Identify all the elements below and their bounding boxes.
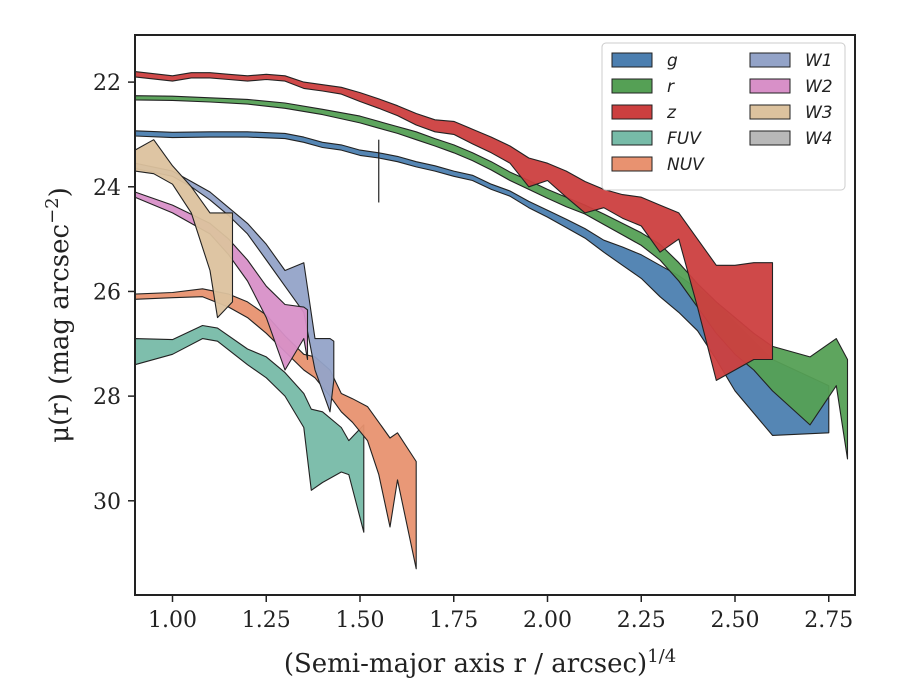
y-tick-label: 24 bbox=[93, 176, 121, 201]
y-tick-label: 28 bbox=[93, 385, 121, 410]
band-r bbox=[134, 95, 849, 460]
y-axis-title: μ(r) (mag arcsec−2) bbox=[42, 187, 75, 443]
y-tick-label: 30 bbox=[93, 490, 121, 515]
x-tick-label: 1.00 bbox=[148, 608, 197, 633]
legend-swatch-W3 bbox=[749, 104, 791, 120]
legend-label-W1: W1 bbox=[805, 51, 833, 71]
band-FUV bbox=[134, 324, 365, 533]
x-tick-label: 2.25 bbox=[617, 608, 666, 633]
legend-label-FUV: FUV bbox=[667, 129, 702, 149]
legend-label-z: z bbox=[666, 103, 677, 123]
x-tick-label: 2.75 bbox=[804, 608, 853, 633]
x-axis-ticks: 1.00 1.25 1.50 1.75 2.00 2.25 2.50 2.75 bbox=[148, 595, 853, 633]
profile-bands bbox=[134, 71, 849, 570]
legend-label-r: r bbox=[667, 77, 675, 97]
legend-swatch-FUV bbox=[611, 130, 653, 146]
legend-swatch-W2 bbox=[749, 78, 791, 94]
x-tick-label: 2.00 bbox=[523, 608, 572, 633]
legend-swatch-z bbox=[611, 104, 653, 120]
x-tick-label: 2.50 bbox=[711, 608, 760, 633]
legend-swatch-W1 bbox=[749, 52, 791, 68]
legend-label-W3: W3 bbox=[805, 103, 833, 123]
band-z bbox=[134, 71, 774, 381]
y-tick-label: 26 bbox=[93, 280, 121, 305]
legend-swatch-r bbox=[611, 78, 653, 94]
x-tick-label: 1.25 bbox=[242, 608, 291, 633]
legend-label-NUV: NUV bbox=[667, 155, 705, 175]
legend-label-g: g bbox=[667, 51, 678, 71]
x-tick-label: 1.50 bbox=[336, 608, 385, 633]
legend-swatch-g bbox=[611, 52, 653, 68]
x-tick-label: 1.75 bbox=[429, 608, 478, 633]
legend-label-W4: W4 bbox=[805, 129, 833, 149]
plot-frame bbox=[134, 34, 856, 596]
y-tick-label: 22 bbox=[93, 71, 121, 96]
band-g bbox=[134, 130, 830, 436]
legend-swatch-W4 bbox=[749, 130, 791, 146]
y-axis-title-superscript: −2 bbox=[42, 197, 63, 224]
x-axis-title-superscript: 1/4 bbox=[647, 646, 676, 667]
legend-label-W2: W2 bbox=[805, 77, 833, 97]
legend-swatch-NUV bbox=[611, 156, 653, 172]
y-axis-ticks: 22 24 26 28 30 bbox=[93, 71, 135, 515]
legend: grz FUV NUV W1 W2 W3 W4 bbox=[601, 42, 846, 191]
band-W3 bbox=[134, 139, 234, 319]
x-axis-title: (Semi-major axis r / arcsec)1/4 bbox=[284, 646, 676, 679]
band-W1 bbox=[134, 162, 335, 413]
